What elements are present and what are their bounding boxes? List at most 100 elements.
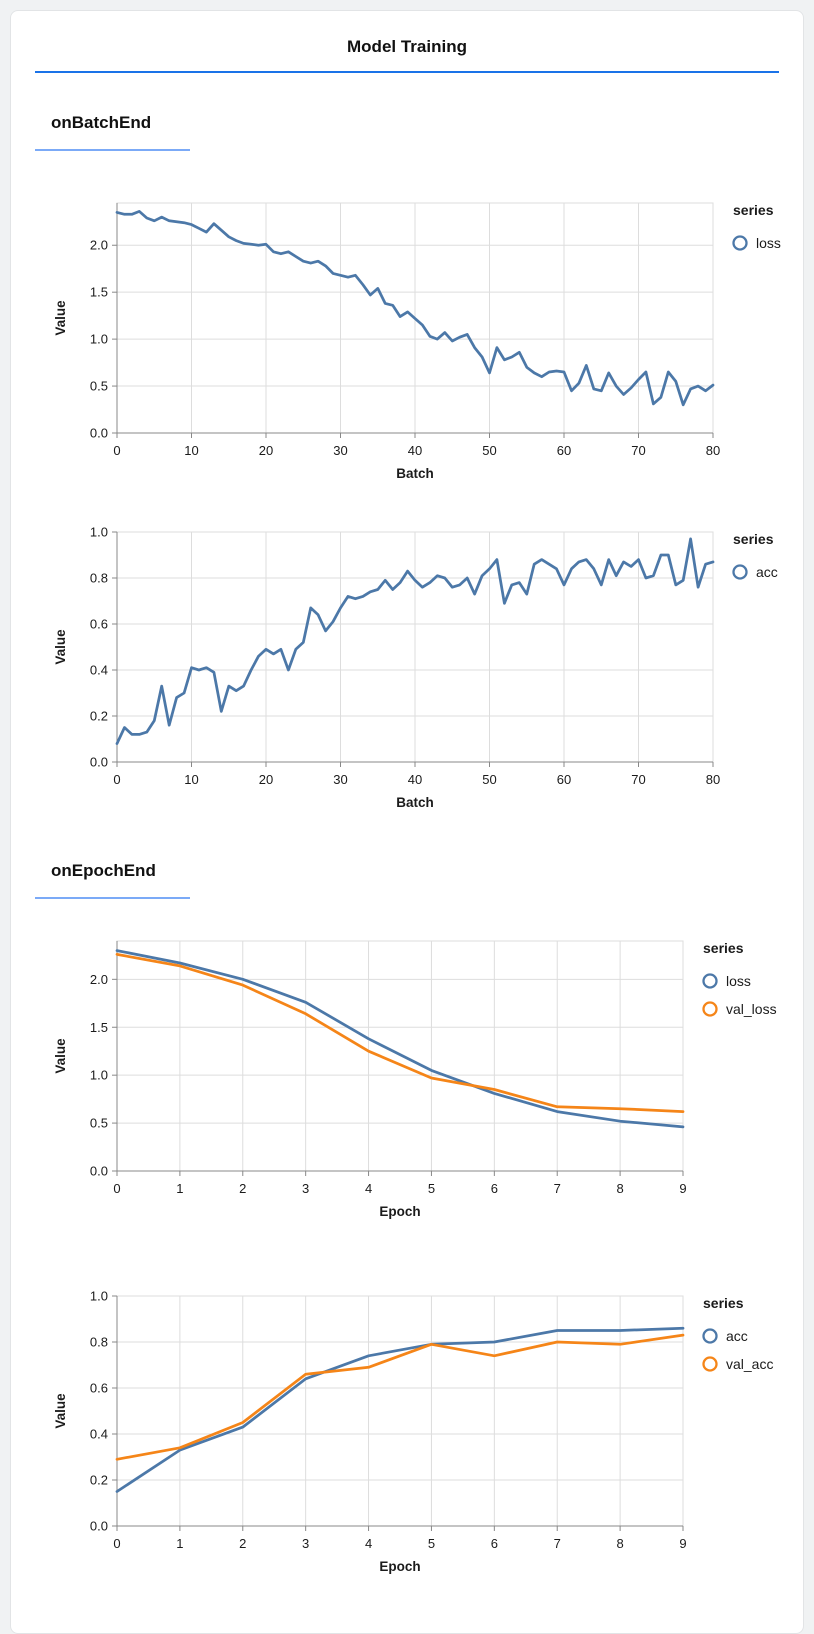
axes: 0.0 0.5 1.0 1.5 2.0 0 10 20 30 40 50 60 70 80 Batch Val…: [53, 203, 720, 481]
x-tick-label: 20: [259, 772, 273, 787]
legend-item-val_loss: val_loss: [702, 1001, 777, 1017]
x-tick-label: 1: [176, 1181, 183, 1196]
x-tick-label: 9: [679, 1536, 686, 1551]
legend-title: series: [733, 202, 774, 218]
section-rule-onbatchend: [35, 149, 190, 151]
legend-item-label: acc: [756, 564, 778, 580]
x-tick-label: 10: [184, 772, 198, 787]
y-tick-label: 0.2: [90, 709, 108, 724]
chart-loss-valloss-vs-epoch: 0.0 0.5 1.0 1.5 2.0 0 1 2 3 4 5 6 7 8 9 Epoch Value serie…: [29, 929, 803, 1234]
onbatchend-charts: 0.0 0.5 1.0 1.5 2.0 0 10 20 30 40 50 60 70 80 Batch Val…: [29, 191, 803, 825]
line-chart: 0.0 0.5 1.0 1.5 2.0 0 1 2 3 4 5 6 7 8 9 Epoch Value serie…: [53, 940, 777, 1219]
x-axis-title: Epoch: [379, 1204, 420, 1219]
section-rule-onepochend: [35, 897, 190, 899]
y-tick-label: 2.0: [90, 972, 108, 987]
y-tick-label: 1.5: [90, 1020, 108, 1035]
section-onbatchend: onBatchEnd 0.0 0.5 1.0 1.5 2.0 0 10 20 30 40 50 60 7…: [11, 113, 803, 825]
series-line-acc: [115, 1326, 685, 1493]
legend-item-label: loss: [726, 973, 751, 989]
legend-title: series: [703, 940, 744, 956]
series-line-loss: [115, 949, 685, 1129]
y-tick-label: 2.0: [90, 238, 108, 253]
x-tick-label: 5: [428, 1181, 435, 1196]
section-heading-onepochend: onEpochEnd: [51, 861, 156, 880]
y-tick-label: 0.8: [90, 571, 108, 586]
y-tick-label: 1.0: [90, 1068, 108, 1083]
x-tick-label: 70: [631, 772, 645, 787]
page-title: Model Training: [347, 37, 467, 56]
series-line-loss: [115, 210, 715, 407]
y-tick-label: 1.0: [90, 1289, 108, 1304]
legend-item-val_acc: val_acc: [702, 1356, 773, 1372]
x-tick-label: 40: [408, 772, 422, 787]
series-line-val_acc: [115, 1333, 685, 1461]
y-tick-label: 0.5: [90, 379, 108, 394]
legend-ring-icon: [702, 973, 718, 989]
legend-title: series: [703, 1295, 744, 1311]
y-axis-title: Value: [53, 629, 68, 665]
x-tick-label: 60: [557, 772, 571, 787]
x-tick-label: 50: [482, 443, 496, 458]
x-tick-label: 6: [491, 1181, 498, 1196]
x-tick-label: 70: [631, 443, 645, 458]
x-tick-label: 8: [616, 1181, 623, 1196]
chart-acc-valacc-vs-epoch: 0.0 0.2 0.4 0.6 0.8 1.0 0 1 2 3 4 5 6 7 8 9 Epoch Value se…: [29, 1284, 803, 1589]
legend-item-label: loss: [756, 235, 781, 251]
x-axis-title: Epoch: [379, 1559, 420, 1574]
x-tick-label: 50: [482, 772, 496, 787]
y-tick-label: 0.4: [90, 1427, 108, 1442]
legend-ring-icon: [702, 1356, 718, 1372]
x-tick-label: 0: [113, 1181, 120, 1196]
axes: 0.0 0.2 0.4 0.6 0.8 1.0 0 1 2 3 4 5 6 7 8 9 Epoch Value: [53, 1289, 687, 1575]
legend-ring-icon: [732, 564, 748, 580]
x-tick-label: 2: [239, 1181, 246, 1196]
y-tick-label: 0.5: [90, 1116, 108, 1131]
x-tick-label: 2: [239, 1536, 246, 1551]
x-tick-label: 7: [554, 1536, 561, 1551]
legend-item-loss: loss: [702, 973, 751, 989]
x-tick-label: 3: [302, 1181, 309, 1196]
chart-loss-vs-batch: 0.0 0.5 1.0 1.5 2.0 0 10 20 30 40 50 60 70 80 Batch Val…: [29, 191, 803, 496]
visor-card: Model Training onBatchEnd 0.0 0.5 1.0 1.5 2.…: [10, 10, 804, 1634]
legend-ring-icon: [702, 1328, 718, 1344]
y-tick-label: 1.0: [90, 332, 108, 347]
x-tick-label: 6: [491, 1536, 498, 1551]
y-tick-label: 0.0: [90, 1519, 108, 1534]
axes: 0.0 0.5 1.0 1.5 2.0 0 1 2 3 4 5 6 7 8 9 Epoch Value: [53, 941, 687, 1219]
x-tick-label: 40: [408, 443, 422, 458]
legend-item-label: val_acc: [726, 1356, 773, 1372]
legend: series loss val_loss: [702, 940, 777, 1017]
line-chart: 0.0 0.2 0.4 0.6 0.8 1.0 0 1 2 3 4 5 6 7 8 9 Epoch Value se…: [53, 1289, 773, 1575]
x-tick-label: 30: [333, 772, 347, 787]
x-tick-label: 4: [365, 1181, 372, 1196]
y-tick-label: 0.6: [90, 617, 108, 632]
y-tick-label: 0.0: [90, 1164, 108, 1179]
legend-item-acc: acc: [732, 564, 778, 580]
y-tick-label: 1.0: [90, 525, 108, 540]
legend: series acc: [732, 531, 778, 580]
x-axis-title: Batch: [396, 795, 434, 810]
x-tick-label: 60: [557, 443, 571, 458]
line-chart: 0.0 0.5 1.0 1.5 2.0 0 10 20 30 40 50 60 70 80 Batch Val…: [53, 202, 781, 481]
x-tick-label: 0: [113, 443, 120, 458]
y-tick-label: 1.5: [90, 285, 108, 300]
x-tick-label: 0: [113, 1536, 120, 1551]
x-tick-label: 10: [184, 443, 198, 458]
y-tick-label: 0.0: [90, 426, 108, 441]
x-tick-label: 8: [616, 1536, 623, 1551]
x-tick-label: 30: [333, 443, 347, 458]
legend: series acc val_acc: [702, 1295, 773, 1372]
y-axis-title: Value: [53, 300, 68, 336]
section-heading-onbatchend: onBatchEnd: [51, 113, 152, 132]
x-tick-label: 5: [428, 1536, 435, 1551]
gridlines: [116, 531, 714, 763]
x-axis-title: Batch: [396, 466, 434, 481]
y-axis-title: Value: [53, 1393, 68, 1429]
line-chart: 0.0 0.2 0.4 0.6 0.8 1.0 0 10 20 30 40 50 60 70 80 Batch…: [53, 525, 778, 811]
x-tick-label: 1: [176, 1536, 183, 1551]
legend-item-label: val_loss: [726, 1001, 777, 1017]
x-tick-label: 20: [259, 443, 273, 458]
section-onepochend: onEpochEnd 0.0 0.5 1.0 1.5 2.0 0 1 2 3 4 5 6 7 8 9 Epoc…: [11, 861, 803, 1589]
x-tick-label: 7: [554, 1181, 561, 1196]
x-tick-label: 0: [113, 772, 120, 787]
